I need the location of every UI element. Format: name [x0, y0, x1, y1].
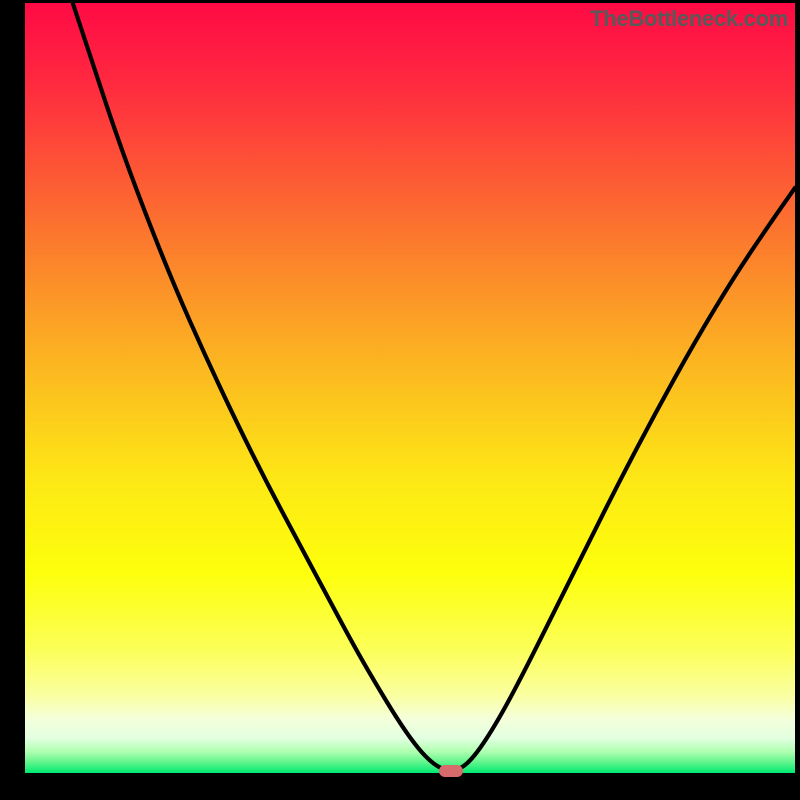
chart-plot-area — [25, 3, 795, 773]
optimal-point-marker — [439, 765, 463, 777]
watermark-text: TheBottleneck.com — [590, 6, 788, 32]
bottleneck-curve — [25, 3, 795, 773]
